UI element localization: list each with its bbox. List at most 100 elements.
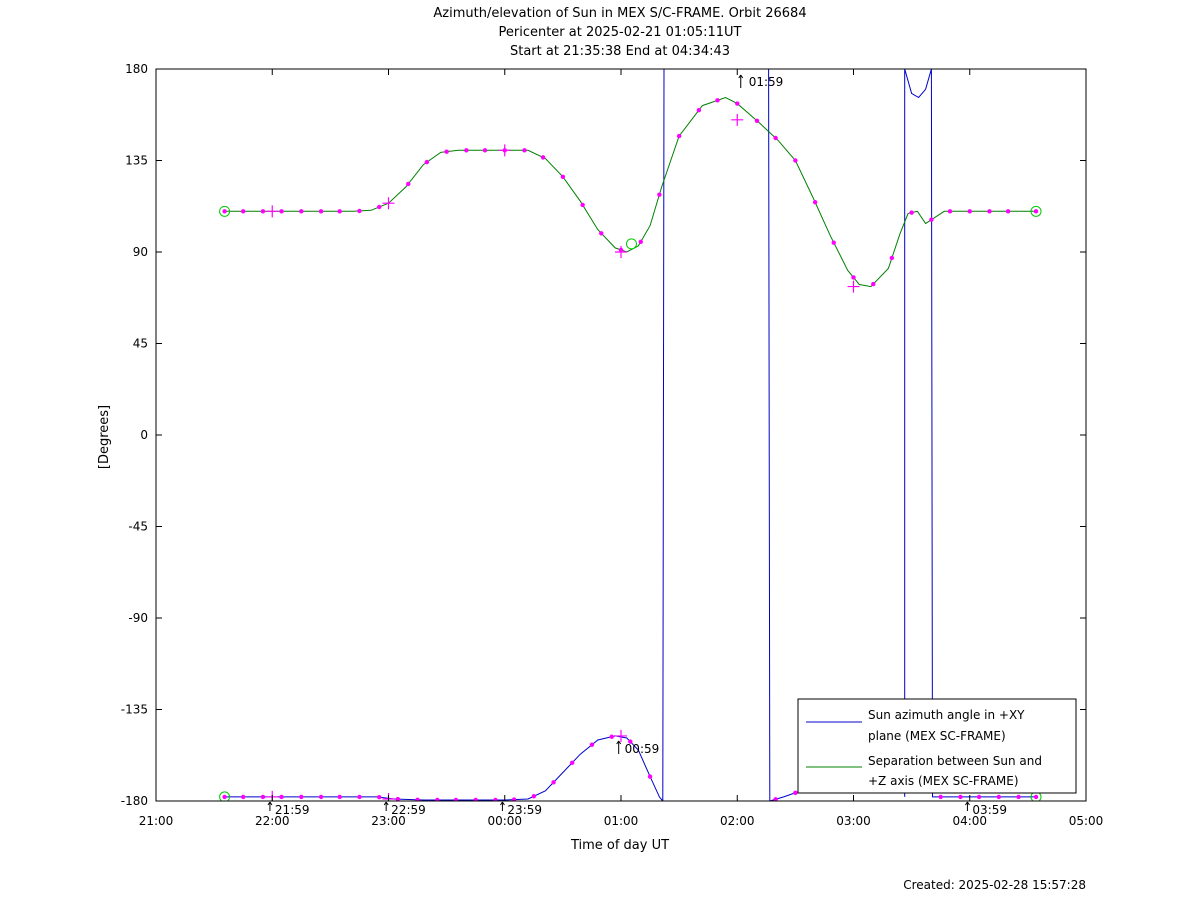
separation-sample-dot-31: [831, 240, 836, 245]
separation-sample-dot-12: [464, 148, 469, 153]
azimuth-sample-dot-23: [773, 797, 778, 801]
annotation-arrow-right-0: [269, 801, 273, 806]
azimuth-sample-dot-3: [279, 794, 284, 800]
annotation-label-2: 23:59: [507, 803, 542, 817]
x-tick-label-1: 22:00: [255, 814, 290, 828]
azimuth-sample-dot-25: [938, 794, 943, 800]
separation-sample-dot-6: [337, 209, 342, 214]
title-line-3: Start at 21:35:38 End at 04:34:43: [510, 44, 730, 59]
azimuth-sample-dot-29: [1016, 794, 1021, 800]
separation-sample-dot-37: [947, 209, 953, 214]
x-tick-label-8: 05:00: [1069, 814, 1104, 828]
separation-sample-dot-27: [754, 118, 760, 124]
x-tick-label-2: 23:00: [371, 814, 406, 828]
x-tick-label-6: 03:00: [836, 814, 871, 828]
x-axis-label: Time of day UT: [570, 838, 669, 853]
x-tick-label-4: 01:00: [604, 814, 639, 828]
time-annotations: 21:59 22:59 23:59 00:59 01:59 03:59: [267, 74, 1007, 817]
x-tick-label-7: 04:00: [952, 814, 987, 828]
legend-azimuth-line-1: Sun azimuth angle in +XY: [868, 708, 1025, 722]
separation-sample-dot-0: [222, 209, 227, 214]
legend-separation-line-2: +Z axis (MEX SC-FRAME): [868, 774, 1019, 788]
legend-separation-line-1: Separation between Sun and: [868, 754, 1042, 768]
separation-sample-dot-26: [735, 101, 740, 106]
azimuth-sample-dot-4: [299, 794, 304, 800]
azimuth-series-line: [224, 69, 1036, 801]
separation-sample-dot-8: [377, 204, 382, 210]
annotation-label-1: 22:59: [391, 803, 426, 817]
y-tick-label-1: 135: [125, 154, 148, 168]
azimuth-sample-dot-9: [395, 796, 400, 801]
annotation-arrow-right-2: [502, 801, 505, 806]
axis-ticks: 21:00 22:00 23:00 00:00 01:00 02:00 03:00 04:00…: [121, 62, 1104, 828]
azimuth-sample-dot-7: [357, 794, 362, 800]
annotation-arrow-left-4: [738, 74, 742, 79]
azimuth-sample-dot-13: [473, 797, 478, 801]
annotation-label-3: 00:59: [625, 742, 660, 756]
azimuth-sample-dot-5: [318, 794, 324, 800]
y-tick-label-4: 0: [140, 428, 148, 442]
annotation-label-4: 01:59: [749, 75, 784, 89]
separation-sample-dot-23: [676, 133, 682, 139]
azimuth-sample-dot-16: [531, 794, 537, 799]
annotation-arrow-right-5: [967, 801, 970, 806]
separation-sample-dot-2: [260, 209, 266, 214]
legend: Sun azimuth angle in +XY plane (MEX SC-F…: [797, 698, 1077, 794]
separation-sample-dot-38: [967, 209, 972, 214]
y-tick-label-7: -135: [121, 703, 148, 717]
plot-frame: [155, 68, 1087, 802]
separation-sample-dot-10: [424, 159, 430, 165]
azimuth-sample-dot-27: [976, 794, 982, 800]
azimuth-sample-dot-6: [337, 794, 342, 800]
azimuth-sample-dot-21: [628, 739, 633, 744]
separation-sample-dot-7: [357, 208, 362, 214]
x-tick-label-0: 21:00: [139, 814, 174, 828]
azimuth-sample-dot-8: [377, 795, 382, 800]
separation-sample-dot-25: [715, 98, 720, 103]
separation-sample-dot-19: [599, 231, 604, 236]
x-tick-label-3: 00:00: [487, 814, 522, 828]
annotation-arrow-left-0: [267, 801, 271, 806]
annotation-label-5: 03:59: [972, 803, 1007, 817]
y-tick-label-0: 180: [125, 62, 148, 76]
hour-cross-marker-3: [615, 246, 627, 258]
azimuth-sample-dot-10: [415, 797, 420, 801]
plot-content: [219, 69, 1042, 801]
separation-sample-dot-17: [560, 174, 566, 179]
event-circle-marker-3: [1030, 205, 1042, 217]
separation-sample-dot-11: [444, 149, 449, 154]
hour-cross-marker-1: [382, 197, 395, 210]
y-tick-label-8: -180: [121, 794, 148, 808]
separation-sample-dot-24: [696, 107, 702, 113]
separation-sample-dot-15: [522, 148, 527, 153]
azimuth-sample-dot-2: [260, 794, 266, 800]
separation-sample-dot-33: [871, 281, 876, 287]
annotation-arrow-left-1: [383, 801, 387, 806]
separation-sample-dot-39: [987, 209, 992, 214]
azimuth-sample-dot-1: [240, 794, 246, 800]
azimuth-sample-dot-17: [551, 780, 556, 785]
separation-sample-dot-41: [1033, 209, 1039, 214]
y-tick-label-3: 45: [133, 337, 148, 351]
separation-sample-dot-9: [406, 181, 411, 187]
annotation-arrow-left-2: [500, 801, 503, 806]
separation-sample-dot-16: [540, 155, 546, 160]
separation-sample-dot-5: [318, 209, 324, 214]
azimuth-sample-dot-0: [222, 794, 227, 800]
chart-title: Azimuth/elevation of Sun in MEX S/C-FRAM…: [433, 6, 806, 59]
azimuth-sample-dot-24: [793, 790, 798, 796]
separation-series-line: [224, 96, 1036, 288]
y-axis-label: [Degrees]: [97, 405, 112, 469]
separation-sample-dot-13: [482, 148, 488, 153]
title-line-1: Azimuth/elevation of Sun in MEX S/C-FRAM…: [433, 6, 806, 21]
azimuth-sample-dot-28: [996, 794, 1002, 800]
azimuth-sample-dot-20: [609, 734, 614, 739]
separation-sample-dot-28: [773, 135, 778, 141]
y-tick-label-2: 90: [133, 245, 148, 259]
annotation-arrow-left-5: [965, 801, 968, 806]
separation-sample-dot-3: [279, 209, 284, 214]
azimuth-sample-dot-30: [1033, 794, 1039, 800]
annotation-arrow-left-3: [616, 740, 620, 745]
annotation-arrow-right-1: [385, 801, 389, 806]
